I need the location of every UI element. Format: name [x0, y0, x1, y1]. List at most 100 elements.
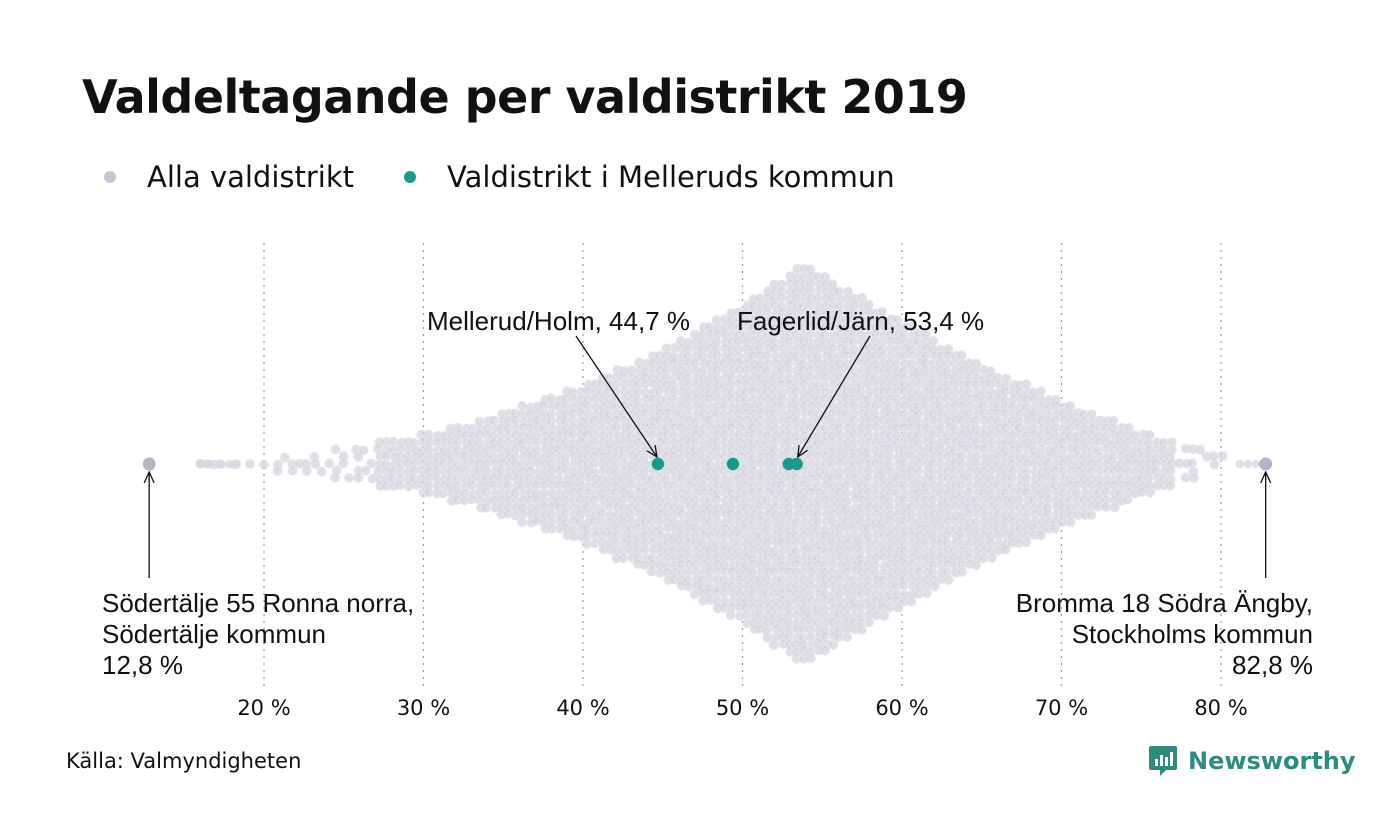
- district-point: [898, 479, 909, 490]
- district-point: [842, 632, 853, 643]
- beeswarm-points: [142, 263, 1273, 664]
- district-point: [517, 517, 528, 528]
- district-point: [1035, 451, 1046, 462]
- district-point: [639, 545, 650, 556]
- district-point: [791, 610, 802, 621]
- source-note: Källa: Valmyndigheten: [66, 749, 302, 773]
- district-point: [884, 451, 895, 462]
- district-point: [310, 458, 321, 469]
- district-point: [956, 350, 967, 361]
- district-point: [1000, 544, 1011, 555]
- district-point: [1065, 517, 1076, 528]
- district-point: [805, 653, 816, 664]
- annotation-bromma-line: Stockholms kommun: [1072, 619, 1313, 649]
- district-point: [689, 589, 700, 600]
- district-point: [1208, 450, 1219, 461]
- district-point: [1050, 400, 1061, 411]
- annotation-mellerud-holm: Mellerud/Holm, 44,7 %: [427, 306, 690, 336]
- district-point: [879, 610, 890, 621]
- district-point: [640, 407, 651, 418]
- district-point: [993, 530, 1004, 541]
- district-point: [647, 429, 658, 440]
- district-point: [697, 429, 708, 440]
- mellerud-district-point: [790, 457, 803, 471]
- district-point: [704, 393, 715, 404]
- district-point: [502, 480, 513, 491]
- district-point: [611, 422, 622, 433]
- x-tick-label: 80 %: [1194, 696, 1247, 720]
- district-point: [927, 378, 938, 389]
- x-tick-label: 50 %: [716, 696, 769, 720]
- district-point: [834, 573, 845, 584]
- district-point: [920, 538, 931, 549]
- district-point: [517, 400, 528, 411]
- district-point: [654, 516, 665, 527]
- district-point: [921, 588, 932, 599]
- annotation-sodertalje-line: Södertälje kommun: [102, 619, 326, 649]
- district-point: [777, 400, 788, 411]
- district-point: [618, 553, 629, 564]
- district-point: [480, 502, 491, 513]
- district-point: [1021, 537, 1032, 548]
- legend-item-all: Alla valdistrikt: [104, 160, 354, 194]
- district-point: [755, 486, 766, 497]
- district-point: [819, 631, 830, 642]
- annotation-bromma-line: 82,8 %: [1232, 650, 1313, 680]
- district-point: [1209, 459, 1220, 470]
- legend-dot-all: [104, 171, 116, 183]
- district-point: [856, 624, 867, 635]
- district-point: [828, 639, 839, 650]
- district-point: [1165, 465, 1176, 476]
- district-point: [768, 640, 779, 651]
- district-point: [388, 436, 399, 447]
- district-point: [783, 508, 794, 519]
- district-point: [214, 459, 224, 469]
- district-point: [761, 350, 772, 361]
- district-point: [762, 537, 773, 548]
- x-axis-ticks: 20 % 30 % 40 % 50 % 60 % 70 % 80 %: [237, 696, 1247, 720]
- extreme-district-point: [142, 457, 156, 471]
- district-point: [864, 617, 875, 628]
- district-point: [646, 566, 657, 577]
- district-point: [358, 445, 369, 456]
- district-point: [747, 444, 758, 455]
- district-point: [560, 508, 571, 519]
- district-point: [366, 458, 377, 469]
- district-point: [979, 443, 990, 454]
- district-point: [1057, 517, 1068, 528]
- district-point: [1145, 487, 1156, 498]
- district-point: [711, 494, 722, 505]
- district-point: [1251, 459, 1260, 469]
- district-point: [480, 486, 491, 497]
- legend-label-mellerud: Valdistrikt i Melleruds kommun: [447, 160, 895, 194]
- district-point: [1217, 450, 1228, 461]
- district-point: [928, 335, 939, 346]
- district-point: [1235, 459, 1244, 469]
- district-point: [1101, 501, 1112, 512]
- district-point: [725, 610, 736, 621]
- district-point: [581, 539, 592, 550]
- district-point: [466, 479, 477, 490]
- mellerud-district-point: [651, 457, 665, 471]
- district-point: [985, 379, 996, 390]
- district-point: [835, 457, 846, 468]
- district-point: [711, 349, 722, 360]
- district-point: [488, 415, 499, 426]
- district-point: [870, 400, 881, 411]
- district-point: [1187, 458, 1198, 469]
- brand-name: Newsworthy: [1188, 747, 1356, 775]
- district-point: [1180, 472, 1191, 483]
- district-point: [827, 343, 838, 354]
- district-point: [956, 458, 967, 469]
- x-tick-label: 20 %: [237, 696, 290, 720]
- district-point: [1021, 379, 1032, 390]
- district-point: [224, 459, 234, 469]
- district-point: [353, 472, 364, 483]
- district-point: [324, 458, 335, 469]
- district-point: [762, 632, 773, 643]
- district-point: [820, 645, 831, 656]
- x-tick-label: 70 %: [1035, 696, 1088, 720]
- district-point: [826, 458, 837, 469]
- district-point: [1035, 530, 1046, 541]
- district-point: [964, 508, 975, 519]
